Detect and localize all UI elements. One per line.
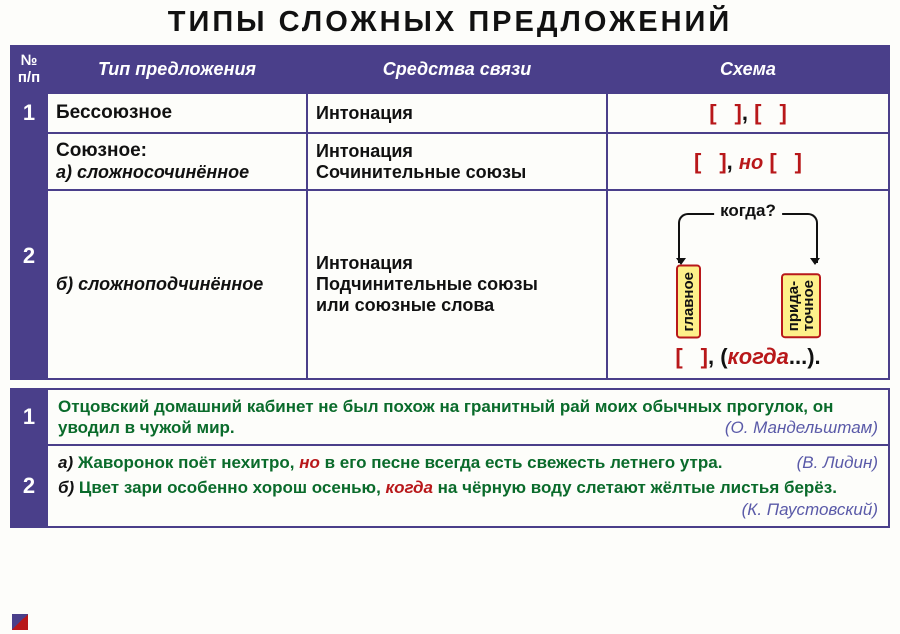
row2a-sub: а) сложносочинённое — [56, 162, 298, 183]
row1-scheme: [], [] — [607, 93, 889, 133]
row2b-sub: б) сложноподчинённое — [56, 244, 298, 325]
header-scheme: Схема — [607, 46, 889, 93]
row1-type-main: Бессоюзное — [56, 102, 172, 123]
row2b-means: Интонация Подчинительные союзы или союзн… — [307, 190, 607, 379]
ex1-clause1: Отцовский домашний кабинет не был похож … — [58, 397, 803, 416]
ex2a-label: а) — [58, 453, 78, 472]
row2b-type: б) сложноподчинённое — [47, 190, 307, 379]
header-num: № п/п — [11, 46, 47, 93]
ex2a-conj: но — [299, 453, 320, 472]
arc-diagram: когда? — [648, 201, 848, 271]
row2-num: 2 — [11, 133, 47, 379]
row2a-means2: Сочинительные союзы — [316, 162, 598, 183]
row2a-means: Интонация Сочинительные союзы — [307, 133, 607, 190]
scheme-no: но — [739, 152, 763, 174]
ex1-text: Отцовский домашний кабинет не был похож … — [47, 389, 889, 446]
ex2a-c1: Жаворонок поёт нехитро — [78, 453, 290, 472]
row2b-means3: или союзные слова — [316, 295, 598, 316]
ex1-author: (О. Мандельштам) — [725, 417, 878, 438]
arc-label: когда? — [714, 201, 782, 221]
header-type: Тип предложения — [47, 46, 307, 93]
row2-type-main: Союзное: — [56, 140, 298, 162]
row2b-means1: Интонация — [316, 253, 598, 274]
ex2b-label: б) — [58, 478, 79, 497]
row1-type: Бессоюзное — [47, 93, 307, 133]
box-sub: прида-точное — [781, 273, 821, 338]
ex2b-c2: на чёрную воду слетают жёлтые листья бер… — [433, 478, 837, 497]
row2a-type: Союзное: а) сложносочинённое — [47, 133, 307, 190]
publisher-logo-icon — [12, 614, 28, 630]
row1-num: 1 — [11, 93, 47, 133]
page-title: ТИПЫ СЛОЖНЫХ ПРЕДЛОЖЕНИЙ — [10, 6, 890, 39]
box-main: главное — [676, 265, 701, 339]
row1-means: Интонация — [307, 93, 607, 133]
header-means: Средства связи — [307, 46, 607, 93]
ex2b-author: (К. Паустовский) — [742, 499, 878, 520]
ex2b-conj: когда — [386, 478, 433, 497]
examples-table: 1 Отцовский домашний кабинет не был похо… — [10, 388, 890, 528]
ex2b-c1: Цвет зари особенно хорош осенью — [79, 478, 376, 497]
ex2a-c2: в его песне всегда есть свежесть летнего… — [320, 453, 723, 472]
row2b-scheme: когда? главное прида-точное [], (когда..… — [607, 190, 889, 379]
row2a-scheme: [], но [] — [607, 133, 889, 190]
bottom-scheme: [], (когда...). — [675, 344, 820, 370]
ex2-num: 2 — [11, 445, 47, 527]
ex1-num: 1 — [11, 389, 47, 446]
main-table: № п/п Тип предложения Средства связи Схе… — [10, 45, 890, 380]
row2a-means1: Интонация — [316, 141, 598, 162]
row2b-means2: Подчинительные союзы — [316, 274, 598, 295]
ex2-text: а) Жаворонок поёт нехитро, но в его песн… — [47, 445, 889, 527]
footer-publisher — [12, 614, 32, 630]
ex2a-author: (В. Лидин) — [797, 452, 878, 473]
